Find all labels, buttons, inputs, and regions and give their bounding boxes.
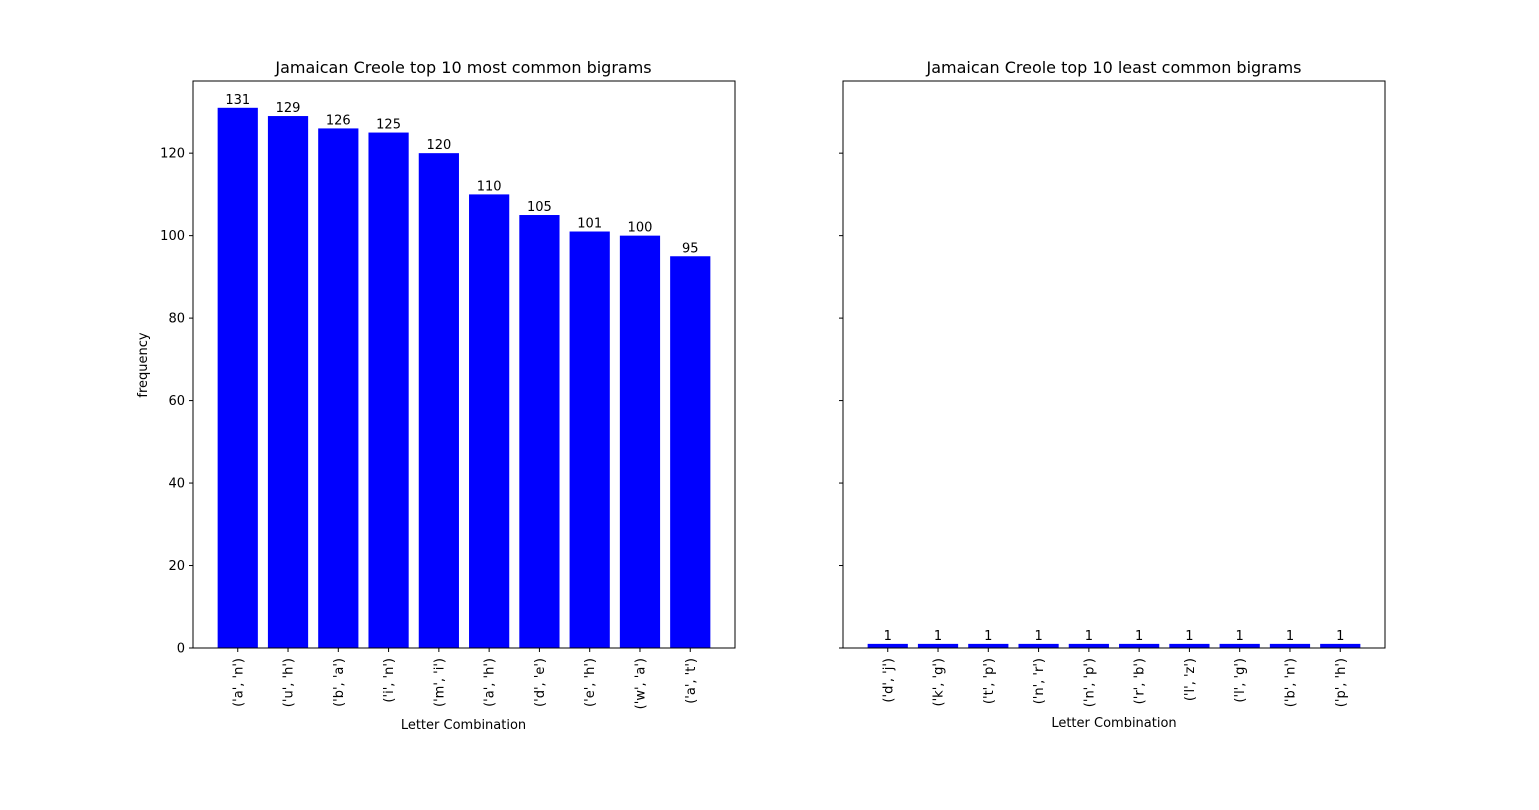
y-tick-label: 0: [177, 642, 185, 657]
x-tick-label: ('n', 'r'): [1032, 658, 1047, 704]
bar-value-label: 120: [426, 138, 451, 153]
bar: [368, 132, 409, 649]
bar-value-label: 100: [628, 221, 653, 236]
bar-value-label: 126: [326, 113, 351, 128]
x-axis-label: Letter Combination: [1051, 716, 1176, 731]
x-tick-label: ('r', 'b'): [1133, 658, 1148, 704]
most-common-bigrams-chart: Jamaican Creole top 10 most common bigra…: [136, 58, 736, 733]
x-tick-label: ('w', 'a'): [633, 658, 648, 709]
x-axis-label: Letter Combination: [401, 718, 526, 733]
bar: [1320, 643, 1361, 648]
bar: [1018, 643, 1059, 648]
bar: [469, 194, 510, 648]
x-tick-label: ('u', 'h'): [282, 658, 297, 707]
y-axis-ticks: 0 20 40 60 80 100 120: [160, 147, 193, 657]
x-tick-label: ('i', 'n'): [382, 658, 397, 703]
x-tick-label: ('k', 'g'): [932, 658, 947, 706]
x-tick-label: ('t', 'p'): [982, 658, 997, 704]
bar: [1219, 643, 1260, 648]
bar-value-label: 110: [477, 179, 502, 194]
bar: [1169, 643, 1210, 648]
x-tick-label: ('b', 'n'): [1283, 658, 1298, 707]
x-tick-label: ('l', 'z'): [1183, 658, 1198, 701]
bar-value-label: 105: [527, 200, 552, 215]
bar-value-label: 1: [1336, 629, 1344, 644]
bar: [519, 215, 560, 648]
x-axis-ticks: ('d', 'j') ('k', 'g') ('t', 'p') ('n', 'r')…: [881, 648, 1349, 707]
bar: [1068, 643, 1109, 648]
bar-series: [217, 107, 711, 649]
bar: [968, 643, 1009, 648]
bar-value-label: 131: [225, 93, 250, 108]
x-tick-label: ('l', 'g'): [1233, 658, 1248, 703]
y-tick-label: 20: [168, 559, 185, 574]
bar: [619, 235, 661, 648]
bar: [318, 128, 359, 649]
x-tick-label: ('a', 'h'): [483, 658, 498, 707]
bar: [569, 231, 610, 648]
x-tick-label: ('n', 'p'): [1082, 658, 1097, 707]
x-axis-ticks: ('a', 'n') ('u', 'h') ('b', 'a') ('i', 'n')…: [231, 648, 699, 709]
x-tick-label: ('p', 'h'): [1334, 658, 1349, 707]
bar: [917, 643, 959, 648]
bar-value-label: 1: [1236, 629, 1244, 644]
y-tick-label: 60: [168, 394, 185, 409]
y-tick-label: 120: [160, 147, 185, 162]
data-labels: 131 129 126 125 120 110 105 101 100 95: [225, 93, 698, 256]
bar: [1119, 643, 1160, 648]
bar-value-label: 1: [1034, 629, 1042, 644]
bar-value-label: 95: [682, 241, 699, 256]
y-tick-label: 80: [168, 312, 185, 327]
bar: [670, 256, 711, 648]
bar: [418, 153, 459, 648]
y-axis-label: frequency: [136, 332, 151, 398]
bar-value-label: 1: [984, 629, 992, 644]
x-tick-label: ('d', 'e'): [533, 658, 548, 707]
x-tick-label: ('b', 'a'): [332, 658, 347, 707]
chart-title: Jamaican Creole top 10 least common bigr…: [926, 58, 1302, 77]
y-axis-ticks: [839, 152, 843, 649]
bar: [217, 107, 258, 649]
bar-value-label: 125: [376, 118, 401, 133]
bar-series: [867, 643, 1361, 648]
bar-value-label: 1: [1085, 629, 1093, 644]
plot-frame: [192, 80, 736, 649]
bar: [1269, 643, 1311, 648]
plot-frame: [842, 80, 1386, 649]
bar-value-label: 129: [276, 101, 301, 116]
least-common-bigrams-chart: Jamaican Creole top 10 least common bigr…: [839, 58, 1386, 731]
x-tick-label: ('a', 'n'): [231, 658, 246, 707]
bar-value-label: 1: [884, 629, 892, 644]
bar-value-label: 101: [577, 217, 602, 232]
x-tick-label: ('a', 't'): [684, 658, 699, 704]
bar: [867, 643, 908, 648]
x-tick-label: ('e', 'h'): [583, 658, 598, 707]
x-tick-label: ('d', 'j'): [881, 658, 896, 703]
y-tick-label: 40: [168, 477, 185, 492]
x-tick-label: ('m', 'i'): [432, 658, 447, 707]
chart-title: Jamaican Creole top 10 most common bigra…: [274, 58, 651, 77]
bar-value-label: 1: [1185, 629, 1193, 644]
bar-value-label: 1: [1135, 629, 1143, 644]
bar-value-label: 1: [1286, 629, 1294, 644]
bar-value-label: 1: [934, 629, 942, 644]
bar: [267, 116, 309, 649]
data-labels: 1 1 1 1 1 1 1 1 1 1: [884, 629, 1345, 644]
y-tick-label: 100: [160, 229, 185, 244]
